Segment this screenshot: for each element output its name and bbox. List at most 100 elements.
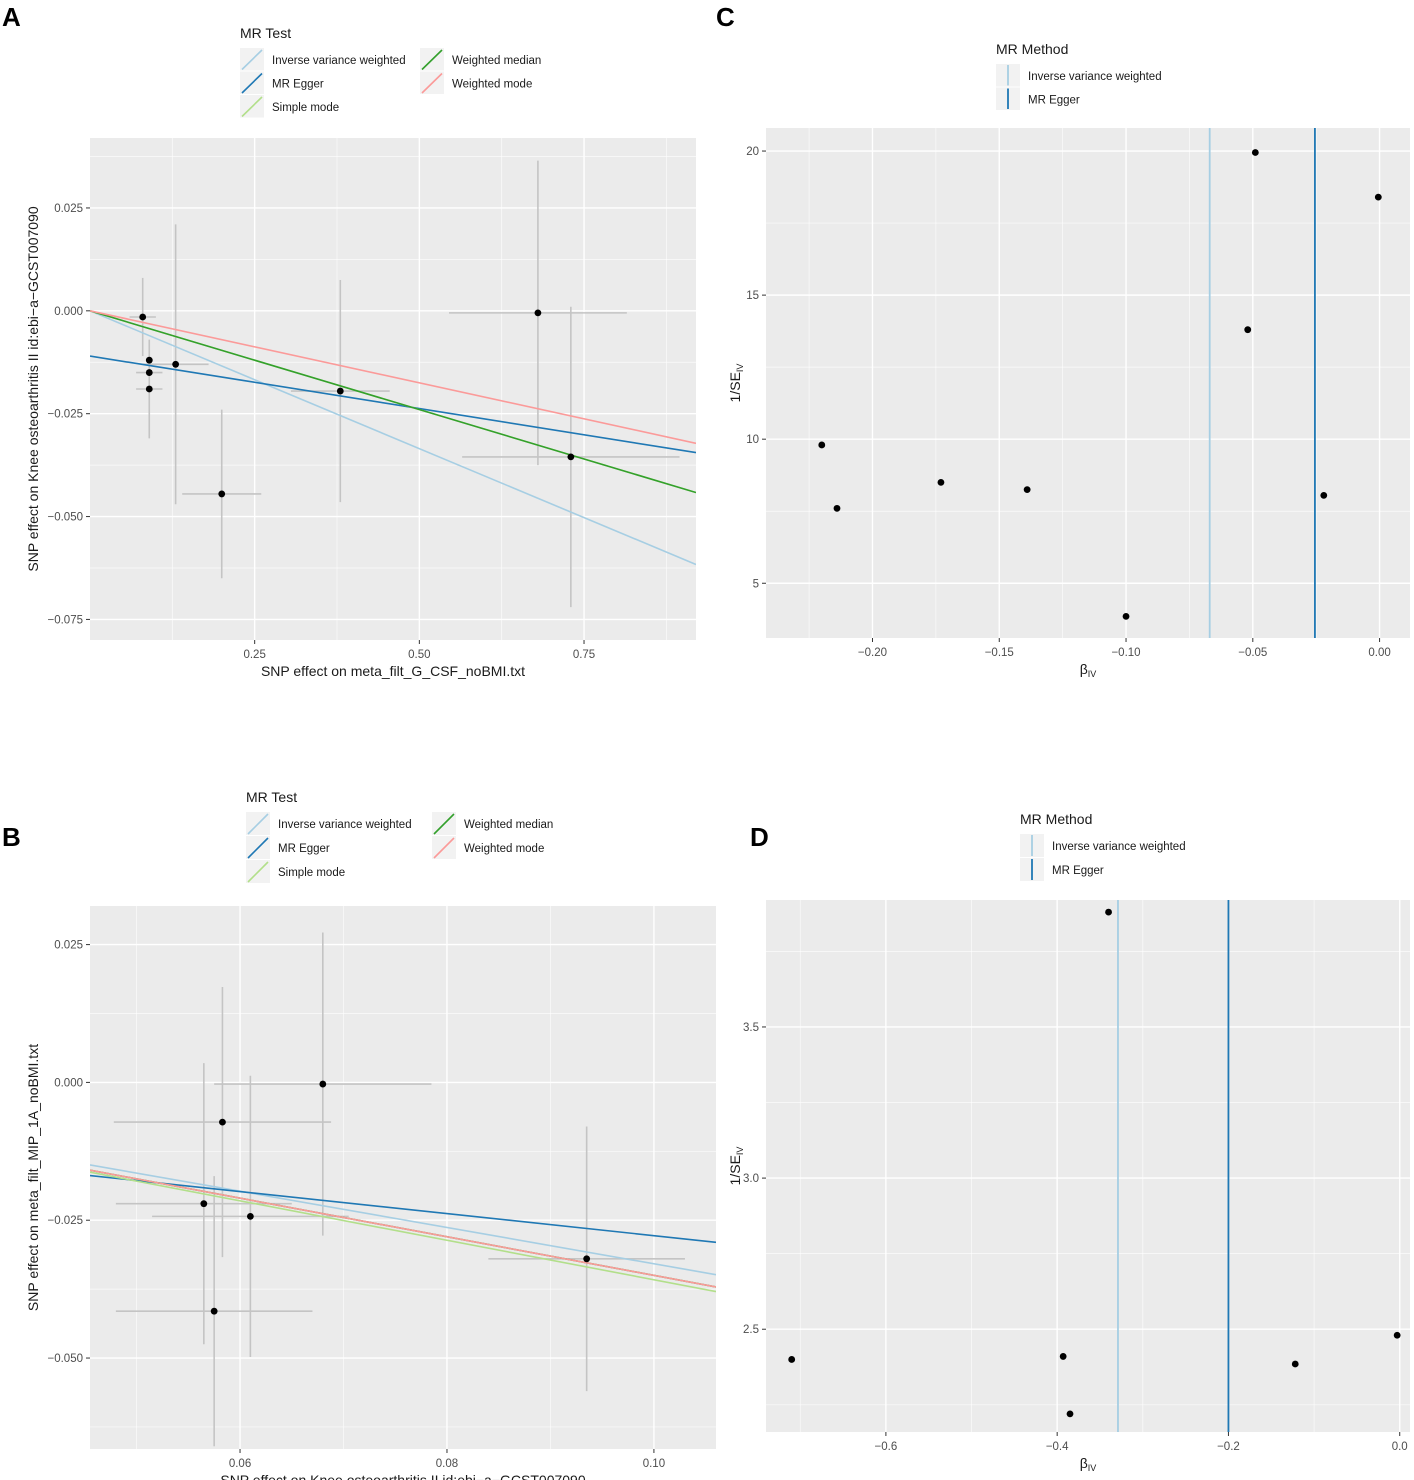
data-point: [336, 387, 344, 395]
data-point: [818, 441, 826, 449]
y-axis-title: 1/SEIV: [727, 1147, 745, 1186]
data-point: [172, 360, 180, 368]
y-tick-label: 3.0: [743, 1173, 759, 1185]
x-tick-label: 0.25: [243, 649, 265, 661]
legend-key-simple-mode: [247, 861, 269, 883]
data-point: [218, 490, 226, 498]
x-tick-label: −0.15: [985, 647, 1014, 659]
legend-key-weighted-mode: [421, 72, 443, 94]
data-point: [319, 1080, 327, 1088]
y-axis-title-subscript: IV: [735, 1147, 745, 1156]
panel-letter: C: [716, 2, 735, 32]
x-tick-label: −0.4: [1046, 1441, 1069, 1453]
legend-label: MR Egger: [1052, 865, 1104, 877]
plot-marks: [90, 932, 716, 1447]
y-tick-label: 20: [746, 146, 759, 158]
data-point: [200, 1200, 208, 1208]
panel-letter: A: [2, 2, 21, 32]
legend-label: MR Egger: [272, 78, 324, 90]
y-tick-label: −0.075: [48, 614, 84, 626]
data-point: [1122, 612, 1130, 620]
y-tick-label: 5: [753, 578, 759, 590]
data-point: [1066, 1410, 1074, 1418]
y-tick-label: 0.025: [54, 203, 83, 215]
y-tick-label: −0.025: [48, 409, 84, 421]
plot-panel: [766, 900, 1410, 1432]
plot-marks: [90, 160, 696, 608]
x-tick-label: −0.10: [1111, 647, 1140, 659]
data-point: [1105, 908, 1112, 916]
y-axis-title-subscript: IV: [735, 364, 745, 373]
y-axis-title: SNP effect on Knee osteoarthritis II id:…: [25, 206, 41, 571]
y-axis-title: 1/SEIV: [727, 364, 745, 403]
regression-line-egger: [90, 1174, 716, 1244]
data-point: [1244, 326, 1252, 334]
regression-line-weighted-median: [90, 310, 696, 494]
data-point: [567, 453, 575, 461]
regression-line-ivw: [90, 310, 696, 566]
legend-label: MR Egger: [278, 843, 330, 855]
legend-label: Weighted median: [464, 819, 553, 831]
x-tick-label: 0.50: [408, 649, 430, 661]
x-tick-label: 0.10: [643, 1458, 665, 1470]
plot-panel: [90, 906, 716, 1449]
legend-label: Weighted median: [452, 55, 541, 67]
x-axis-title: βIV: [1080, 1455, 1097, 1473]
y-tick-label: 15: [746, 290, 759, 302]
x-tick-label: −0.05: [1238, 647, 1267, 659]
y-tick-label: −0.050: [48, 1353, 84, 1365]
x-axis-title-subscript: IV: [1088, 669, 1097, 679]
legend-key-egger: [247, 837, 269, 859]
y-tick-label: −0.025: [48, 1215, 84, 1227]
regression-line-weighted-mode: [90, 1169, 716, 1288]
panel-letter: D: [750, 822, 769, 852]
data-point: [145, 369, 153, 376]
data-point: [1320, 491, 1328, 499]
legend-label: Weighted mode: [452, 78, 532, 90]
y-tick-label: 10: [746, 434, 759, 446]
data-point: [246, 1212, 254, 1220]
y-tick-label: 0.025: [54, 940, 83, 952]
x-tick-label: 0.75: [573, 649, 595, 661]
data-point: [1251, 149, 1259, 156]
legend-key-weighted-median: [421, 49, 443, 71]
regression-line-egger: [90, 355, 696, 454]
y-tick-label: 3.5: [743, 1022, 759, 1034]
x-tick-label: 0.08: [436, 1458, 458, 1470]
legend-key-weighted-mode: [433, 837, 455, 859]
regression-line-ivw: [90, 1164, 716, 1276]
legend-title: MR Method: [1020, 811, 1092, 827]
legend-label: Simple mode: [278, 867, 345, 879]
legend-key-ivw: [241, 49, 263, 71]
y-axis-title: SNP effect on meta_filt_MIP_1A_noBMI.txt: [25, 1044, 41, 1311]
plot-panel: [90, 138, 696, 640]
legend-key-simple-mode: [241, 96, 263, 118]
data-point: [145, 356, 153, 364]
data-point: [937, 479, 945, 486]
data-point: [219, 1118, 226, 1126]
y-tick-label: 2.5: [743, 1324, 759, 1336]
y-tick-label: 0.000: [54, 306, 83, 318]
data-point: [1023, 486, 1031, 494]
legend-key-ivw: [247, 813, 269, 835]
data-point: [788, 1356, 796, 1363]
x-tick-label: 0.00: [1368, 647, 1390, 659]
data-point: [1059, 1353, 1067, 1360]
legend-label: Inverse variance weighted: [1052, 841, 1186, 853]
legend-label: Simple mode: [272, 102, 339, 114]
legend-title: MR Test: [240, 25, 291, 41]
data-point: [145, 385, 153, 393]
data-point: [1291, 1360, 1299, 1368]
legend-title: MR Method: [996, 41, 1068, 57]
legend-label: Inverse variance weighted: [272, 55, 406, 67]
x-tick-label: −0.6: [875, 1441, 898, 1453]
plot-marks: [788, 900, 1401, 1432]
x-axis-title: βIV: [1080, 661, 1097, 679]
x-axis-title: SNP effect on meta_filt_G_CSF_noBMI.txt: [261, 663, 525, 679]
legend-key-weighted-median: [433, 813, 455, 835]
legend-key-egger: [241, 72, 263, 94]
data-point: [534, 309, 542, 317]
x-tick-label: −0.2: [1217, 1441, 1240, 1453]
y-tick-label: 0.000: [54, 1077, 83, 1089]
